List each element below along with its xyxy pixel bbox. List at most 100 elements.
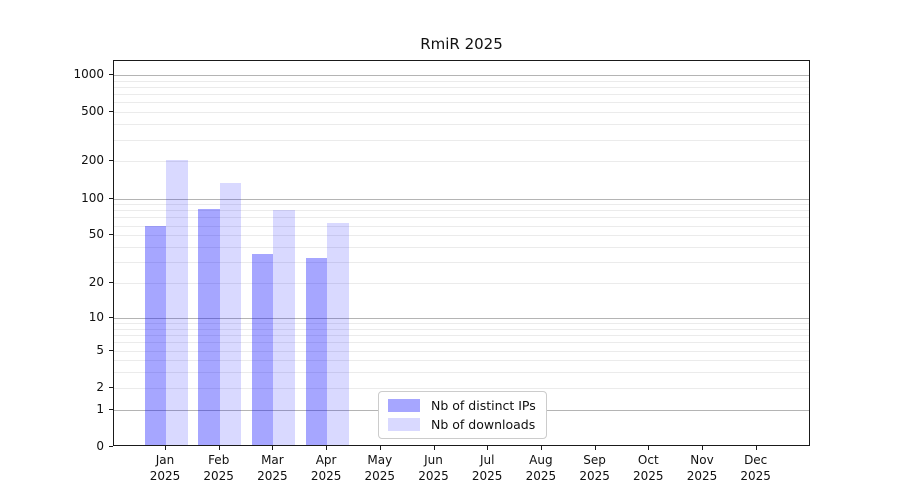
x-axis-tick-label: May 2025 <box>340 452 420 484</box>
x-tick-month-label: Oct <box>637 453 659 467</box>
x-tick-month-label: Apr <box>315 453 337 467</box>
x-axis-tick-mark <box>165 446 166 450</box>
chart-title: RmiR 2025 <box>420 35 503 53</box>
minor-gridline <box>114 204 809 206</box>
y-axis-tick-label: 2 <box>96 379 104 394</box>
y-axis-tick-label: 1 <box>96 401 104 416</box>
legend: Nb of distinct IPs Nb of downloads <box>378 391 547 439</box>
y-axis-tick-label: 1000 <box>73 67 104 81</box>
x-tick-year-label: 2025 <box>364 469 396 483</box>
major-gridline <box>114 317 809 319</box>
bar-distinct-ips-feb <box>198 209 220 445</box>
minor-gridline <box>114 350 809 352</box>
y-axis-tick-mark <box>109 111 113 113</box>
x-tick-month-label: Aug <box>529 453 553 467</box>
x-axis-tick-label: Sep 2025 <box>555 452 635 484</box>
y-axis-tick-mark <box>109 349 113 351</box>
x-tick-month-label: Jul <box>479 453 495 467</box>
minor-gridline <box>114 372 809 374</box>
x-tick-year-label: 2025 <box>257 469 288 483</box>
minor-gridline <box>114 335 809 336</box>
minor-gridline <box>114 124 809 126</box>
x-tick-year-label: 2025 <box>686 469 718 483</box>
x-tick-month-label: Mar <box>261 453 284 467</box>
x-axis-tick-label: Oct 2025 <box>608 452 688 484</box>
bar-downloads-apr <box>327 222 349 445</box>
x-tick-month-label: Sep <box>583 453 606 467</box>
x-axis-tick-mark <box>594 446 596 450</box>
x-axis-tick-mark <box>755 446 757 450</box>
x-tick-year-label: 2025 <box>633 469 664 483</box>
minor-gridline <box>114 94 809 96</box>
minor-gridline <box>114 283 809 284</box>
x-tick-year-label: 2025 <box>740 469 771 483</box>
minor-gridline <box>114 328 809 330</box>
y-axis-tick-label: 10 <box>88 309 104 324</box>
x-axis-tick-label: Dec 2025 <box>716 452 796 484</box>
gridline-layer <box>114 61 809 445</box>
y-axis-tick-label: 100 <box>81 190 104 205</box>
y-axis-tick-mark <box>109 234 113 236</box>
y-axis-tick-label: 0 <box>96 439 104 453</box>
minor-gridline <box>114 262 809 264</box>
x-axis-tick-mark <box>379 446 381 450</box>
major-gridline <box>114 198 809 200</box>
x-axis-tick-mark <box>487 446 489 450</box>
bar-layer <box>114 61 809 445</box>
bar-downloads-jan <box>166 160 188 445</box>
x-tick-month-label: Jan <box>155 453 175 467</box>
y-axis-tick-label: 50 <box>88 227 104 242</box>
x-tick-year-label: 2025 <box>471 469 503 483</box>
x-axis-tick-label: Nov 2025 <box>662 452 742 484</box>
x-tick-month-label: Nov <box>690 453 714 467</box>
x-axis-tick-mark <box>648 446 650 450</box>
legend-item-downloads: Nb of downloads <box>388 417 536 432</box>
x-tick-month-label: Dec <box>744 453 768 467</box>
bar-distinct-ips-mar <box>251 253 274 445</box>
minor-gridline <box>114 387 809 389</box>
x-axis-tick-mark <box>272 446 274 450</box>
bar-downloads-mar <box>273 210 295 445</box>
minor-gridline <box>114 112 809 114</box>
x-axis-tick-mark <box>433 446 435 450</box>
y-axis-tick-mark <box>109 282 113 283</box>
legend-swatch-downloads <box>388 418 420 431</box>
minor-gridline <box>114 87 809 88</box>
major-gridline <box>114 75 809 76</box>
y-axis-tick-label: 20 <box>88 275 104 289</box>
y-axis-tick-mark <box>109 386 113 388</box>
minor-gridline <box>114 80 809 82</box>
x-axis-tick-label: Mar 2025 <box>232 452 312 484</box>
x-tick-month-label: Jun <box>424 453 443 467</box>
x-axis-tick-mark <box>702 446 703 450</box>
x-tick-year-label: 2025 <box>579 469 610 483</box>
legend-label-distinct-ips: Nb of distinct IPs <box>431 398 536 413</box>
x-tick-month-label: Feb <box>208 453 230 467</box>
y-axis-tick-mark <box>109 446 113 447</box>
x-tick-year-label: 2025 <box>149 469 181 483</box>
x-tick-year-label: 2025 <box>310 469 342 483</box>
minor-gridline <box>114 161 809 163</box>
y-axis-tick-mark <box>109 408 113 410</box>
plot-area: Nb of distinct IPs Nb of downloads <box>113 60 810 446</box>
minor-gridline <box>114 360 809 362</box>
x-axis-tick-label: Jul 2025 <box>447 452 527 484</box>
y-axis-tick-mark <box>109 74 113 75</box>
x-axis-tick-label: Aug 2025 <box>501 452 581 484</box>
minor-gridline <box>114 323 809 324</box>
y-axis-tick-label: 500 <box>81 104 104 119</box>
minor-gridline <box>114 102 809 104</box>
legend-item-distinct-ips: Nb of distinct IPs <box>388 398 536 413</box>
x-axis-tick-label: Apr 2025 <box>286 452 366 484</box>
minor-gridline <box>114 210 809 212</box>
x-axis-tick-label: Jun 2025 <box>394 452 474 484</box>
minor-gridline <box>114 139 809 141</box>
x-axis-tick-label: Jan 2025 <box>125 452 205 484</box>
minor-gridline <box>114 342 809 344</box>
x-tick-month-label: May <box>367 453 393 467</box>
y-axis-tick-label: 5 <box>96 342 104 357</box>
bar-distinct-ips-apr <box>305 258 328 445</box>
x-tick-year-label: 2025 <box>203 469 234 483</box>
bar-downloads-feb <box>219 182 242 445</box>
